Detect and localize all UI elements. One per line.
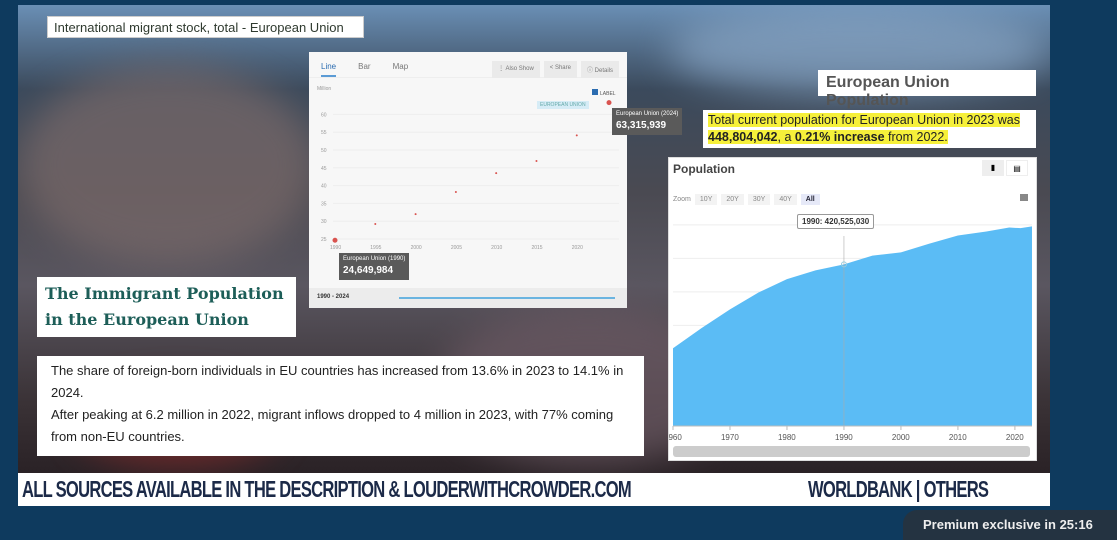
- zoom-10y[interactable]: 10Y: [694, 194, 718, 205]
- summary-population: 448,804,042: [708, 130, 778, 144]
- table-icon[interactable]: ▤: [1006, 160, 1028, 176]
- checkbox-icon: [592, 89, 598, 95]
- x-tick-label: 1990: [330, 245, 341, 251]
- x-tick-label: 2015: [531, 245, 542, 251]
- tooltip-title: European Union (2024): [616, 111, 679, 117]
- bar-chart-icon[interactable]: ▮: [982, 160, 1004, 176]
- population-area: [673, 226, 1032, 426]
- y-axis-unit: Million: [317, 86, 332, 92]
- migrant-stock-label: International migrant stock, total - Eur…: [47, 16, 364, 38]
- tooltip-title: European Union (1990): [343, 256, 406, 262]
- x-tick-label: 1995: [370, 245, 381, 251]
- slider-track[interactable]: [399, 297, 615, 299]
- x-tick-label: 2020: [572, 245, 583, 251]
- data-point: [495, 172, 498, 175]
- y-tick-label: 60: [321, 112, 327, 118]
- x-tick-label: 1980: [778, 433, 796, 442]
- y-tick-label: 25: [321, 237, 327, 243]
- zoom-bar: Zoom 10Y 20Y 30Y 40Y All: [673, 194, 820, 205]
- y-tick-label: 35: [321, 201, 327, 207]
- paragraph-line-2: After peaking at 6.2 million in 2022, mi…: [51, 407, 614, 444]
- share-button[interactable]: < Share: [543, 61, 577, 78]
- tooltip-value: 24,649,984: [343, 264, 394, 276]
- zoom-label: Zoom: [673, 196, 691, 203]
- chart-title: Population: [673, 162, 735, 176]
- series-tag: EUROPEAN UNION: [537, 101, 589, 109]
- data-point: [414, 213, 417, 216]
- data-point: [575, 134, 578, 137]
- zoom-40y[interactable]: 40Y: [774, 194, 797, 205]
- x-tick-label: 1960: [669, 433, 682, 442]
- x-tick-label: 2010: [949, 433, 967, 442]
- population-chart-card: Population ▮ ▤ Zoom 10Y 20Y 30Y 40Y All …: [668, 157, 1037, 461]
- x-tick-label: 2020: [1006, 433, 1024, 442]
- details-button[interactable]: ⓘ Details: [580, 61, 619, 78]
- y-tick-label: 50: [321, 148, 327, 154]
- summary-text: Total current population for European Un…: [708, 113, 1021, 127]
- paragraph-line-1: The share of foreign-born individuals in…: [51, 363, 624, 400]
- y-tick-label: 30: [321, 219, 327, 225]
- sources-text: ALL SOURCES AVAILABLE IN THE DESCRIPTION…: [22, 476, 632, 502]
- label-checkbox-text: LABEL: [600, 91, 616, 97]
- menu-icon[interactable]: [1020, 194, 1028, 201]
- section-heading: The Immigrant Population in the European …: [37, 277, 296, 337]
- x-tick-label: 2000: [892, 433, 910, 442]
- eu-population-title: European Union Population: [818, 70, 1036, 109]
- zoom-all[interactable]: All: [800, 194, 820, 205]
- also-show-button[interactable]: ⋮ Also Show: [492, 61, 540, 78]
- summary-text: , a: [777, 130, 795, 144]
- range-slider[interactable]: 1990 - 2024: [309, 288, 627, 308]
- x-tick-label: 1990: [835, 433, 853, 442]
- sources-credit: WORLDBANK | OTHERS: [808, 476, 989, 502]
- zoom-30y[interactable]: 30Y: [747, 194, 771, 205]
- summary-increase: 0.21% increase: [794, 130, 885, 144]
- tab-bar[interactable]: Bar: [358, 62, 371, 71]
- data-point: [332, 237, 338, 243]
- x-tick-label: 2005: [451, 245, 462, 251]
- y-tick-label: 55: [321, 130, 327, 136]
- sources-banner: ALL SOURCES AVAILABLE IN THE DESCRIPTION…: [18, 473, 1050, 506]
- label-checkbox[interactable]: LABEL: [592, 89, 616, 97]
- migrant-scatter-plot: 25 30 35 40 45 50 55 60 1990 1995 2000 2005 2010 2015…: [321, 100, 619, 251]
- heading-line-2: in the European Union: [45, 310, 249, 329]
- range-label: 1990 - 2024: [317, 294, 350, 300]
- navigator-scrollbar[interactable]: [673, 446, 1030, 457]
- premium-notice: Premium exclusive in 25:16: [903, 510, 1117, 540]
- tooltip-value: 63,315,939: [616, 119, 667, 131]
- tooltip-2024: European Union (2024) 63,315,939: [612, 108, 683, 135]
- population-area-chart: 1960 1970 1980 1990 2000 2010 2020: [669, 224, 1032, 442]
- data-point: [454, 191, 457, 194]
- data-point: [374, 223, 377, 226]
- summary-text: from 2022.: [884, 130, 948, 144]
- tooltip-1990: European Union (1990) 24,649,984: [339, 253, 410, 280]
- migrant-chart-card: Line Bar Map ⋮ Also Show < Share ⓘ Detai…: [309, 52, 627, 308]
- info-paragraph: The share of foreign-born individuals in…: [37, 356, 644, 456]
- population-tooltip: 1990: 420,525,030: [797, 214, 875, 229]
- population-summary: Total current population for European Un…: [703, 110, 1036, 148]
- y-tick-label: 40: [321, 184, 327, 190]
- x-tick-label: 2010: [491, 245, 502, 251]
- tab-map[interactable]: Map: [392, 62, 409, 71]
- tab-line[interactable]: Line: [321, 62, 337, 77]
- x-tick-label: 2000: [411, 245, 422, 251]
- zoom-20y[interactable]: 20Y: [721, 194, 744, 205]
- y-tick-label: 45: [321, 166, 327, 172]
- hover-point: [840, 261, 847, 268]
- data-point: [535, 160, 538, 163]
- x-tick-label: 1970: [721, 433, 739, 442]
- heading-line-1: The Immigrant Population: [45, 284, 284, 303]
- data-point: [606, 100, 612, 106]
